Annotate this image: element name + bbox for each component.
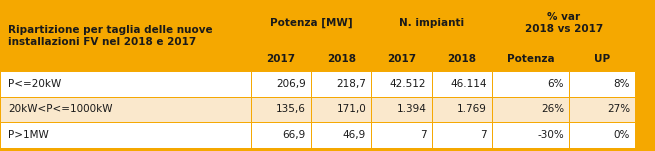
Bar	[569, 97, 635, 122]
Text: Ripartizione per taglia delle nuove
installazioni FV nel 2018 e 2017: Ripartizione per taglia delle nuove inst…	[8, 24, 212, 47]
Text: 2018: 2018	[447, 54, 476, 64]
Text: 2017: 2017	[267, 54, 295, 64]
Text: 0%: 0%	[614, 130, 630, 140]
Bar	[0, 71, 251, 97]
Text: 46.114: 46.114	[450, 79, 487, 89]
Bar	[432, 71, 492, 97]
Text: 1.394: 1.394	[396, 104, 426, 114]
Bar	[492, 46, 569, 71]
Text: 206,9: 206,9	[276, 79, 306, 89]
Text: 6%: 6%	[548, 79, 564, 89]
Bar	[492, 0, 635, 46]
Text: % var
2018 vs 2017: % var 2018 vs 2017	[525, 12, 603, 34]
Bar	[492, 122, 569, 148]
Text: 27%: 27%	[607, 104, 630, 114]
Bar	[492, 71, 569, 97]
Bar	[251, 122, 311, 148]
Bar	[251, 71, 311, 97]
Text: P<=20kW: P<=20kW	[8, 79, 61, 89]
Bar	[569, 122, 635, 148]
Bar	[0, 97, 251, 122]
Bar	[371, 46, 432, 71]
Bar	[432, 97, 492, 122]
Bar	[0, 122, 251, 148]
Bar	[0, 46, 251, 71]
Text: 2017: 2017	[387, 54, 416, 64]
Bar	[371, 97, 432, 122]
Text: N. impianti: N. impianti	[399, 18, 464, 28]
Text: P>1MW: P>1MW	[8, 130, 48, 140]
Text: 8%: 8%	[614, 79, 630, 89]
Bar	[569, 71, 635, 97]
Bar	[432, 46, 492, 71]
Text: Potenza [MW]: Potenza [MW]	[270, 18, 352, 28]
Text: UP: UP	[594, 54, 610, 64]
Bar	[311, 148, 371, 151]
Bar	[311, 71, 371, 97]
Text: 66,9: 66,9	[283, 130, 306, 140]
Text: 218,7: 218,7	[336, 79, 366, 89]
Bar	[251, 0, 371, 46]
Text: Potenza: Potenza	[507, 54, 554, 64]
Text: 7: 7	[480, 130, 487, 140]
Text: 26%: 26%	[541, 104, 564, 114]
Bar	[311, 122, 371, 148]
Bar	[0, 148, 251, 151]
Bar	[569, 46, 635, 71]
Bar	[311, 97, 371, 122]
Bar	[251, 148, 311, 151]
Text: 20kW<P<=1000kW: 20kW<P<=1000kW	[8, 104, 113, 114]
Bar	[371, 71, 432, 97]
Bar	[0, 0, 251, 71]
Bar	[371, 122, 432, 148]
Bar	[371, 148, 432, 151]
Text: 7: 7	[420, 130, 426, 140]
Bar	[432, 122, 492, 148]
Text: 171,0: 171,0	[337, 104, 366, 114]
Bar	[251, 97, 311, 122]
Text: 46,9: 46,9	[343, 130, 366, 140]
Bar	[251, 46, 311, 71]
Bar	[569, 148, 635, 151]
Text: 2018: 2018	[327, 54, 356, 64]
Bar	[492, 148, 569, 151]
Bar	[432, 148, 492, 151]
Text: 42.512: 42.512	[390, 79, 426, 89]
Text: 135,6: 135,6	[276, 104, 306, 114]
Bar	[492, 97, 569, 122]
Text: -30%: -30%	[537, 130, 564, 140]
Text: 1.769: 1.769	[457, 104, 487, 114]
Bar	[371, 0, 492, 46]
Bar	[311, 46, 371, 71]
